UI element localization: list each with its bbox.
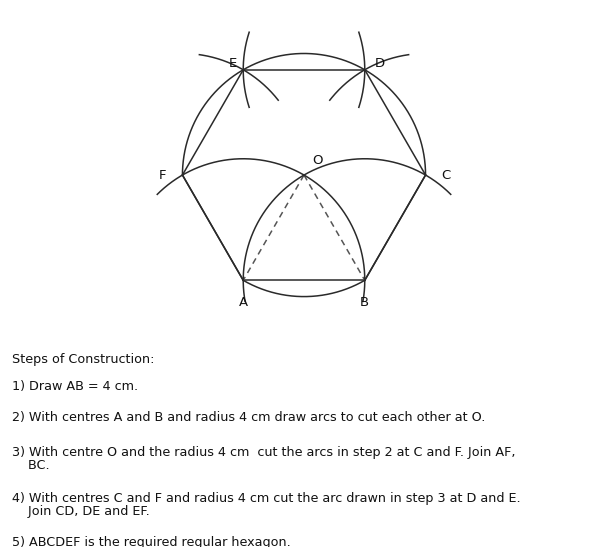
Text: 1) Draw AB = 4 cm.: 1) Draw AB = 4 cm. (12, 380, 138, 393)
Text: 5) ABCDEF is the required regular hexagon.: 5) ABCDEF is the required regular hexago… (12, 536, 291, 547)
Text: 3) With centre O and the radius 4 cm  cut the arcs in step 2 at C and F. Join AF: 3) With centre O and the radius 4 cm cut… (12, 446, 516, 459)
Text: O: O (313, 154, 323, 166)
Text: 2) With centres A and B and radius 4 cm draw arcs to cut each other at O.: 2) With centres A and B and radius 4 cm … (12, 411, 486, 424)
Text: Join CD, DE and EF.: Join CD, DE and EF. (12, 505, 150, 518)
Text: 4) With centres C and F and radius 4 cm cut the arc drawn in step 3 at D and E.: 4) With centres C and F and radius 4 cm … (12, 492, 521, 505)
Text: Steps of Construction:: Steps of Construction: (12, 353, 154, 366)
Text: F: F (159, 168, 167, 182)
Text: A: A (239, 296, 248, 309)
Text: D: D (375, 57, 384, 70)
Text: BC.: BC. (12, 459, 50, 473)
Text: B: B (360, 296, 369, 309)
Text: C: C (441, 168, 451, 182)
Text: E: E (229, 57, 237, 70)
